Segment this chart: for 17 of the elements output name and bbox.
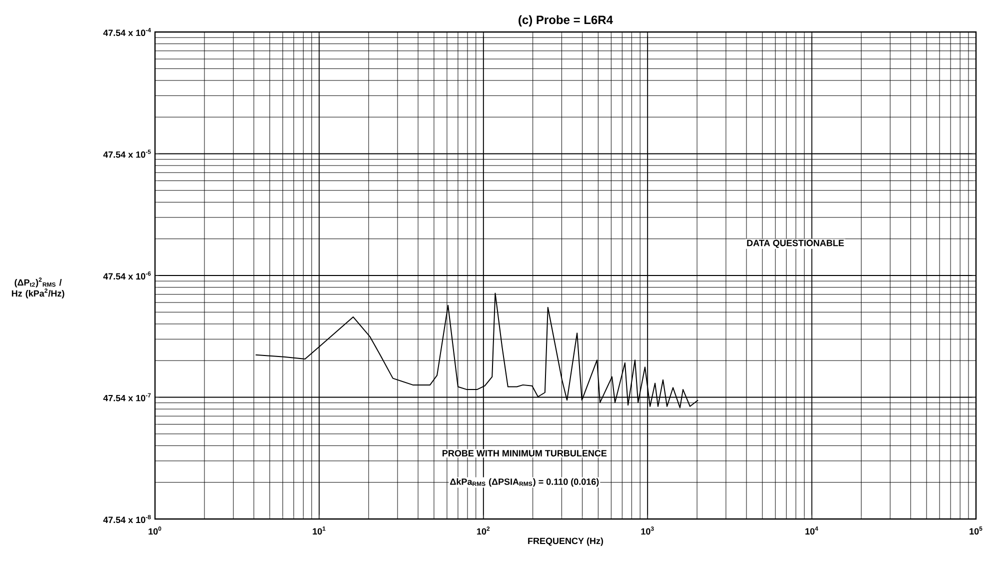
y-tick-label: 47.54 x 10$^{-4}$	[103, 28, 151, 36]
text: (ΔP$_{t2}$)$^{2}$$_{RMS}$ / Hz (kPa$^{2}$/Hz)	[12, 278, 64, 298]
x-tick-label: 10$^{1}$	[312, 526, 326, 535]
x-tick-label: 10$^{2}$	[477, 526, 490, 535]
x-axis-title: FREQUENCY (Hz)	[528, 537, 604, 546]
annotation: ΔkPa$_{RMS}$ (ΔPSIA$_{RMS}$) = 0.110 (0.016)	[450, 478, 599, 487]
chart-title: (c) Probe = L6R4	[518, 15, 613, 26]
annotation: DATA QUESTIONABLE	[747, 240, 844, 248]
x-tick-label: 10$^{4}$	[805, 526, 818, 535]
y-tick-label: 47.54 x 10$^{-5}$	[103, 150, 151, 158]
x-tick-label: 10$^{0}$	[148, 526, 162, 535]
y-tick-label: 47.54 x 10$^{-8}$	[103, 514, 151, 524]
y-tick-label: 47.54 x 10$^{-6}$	[103, 271, 151, 280]
x-tick-label: 10$^{5}$	[970, 526, 982, 535]
y-tick-label: 47.54 x 10$^{-7}$	[103, 393, 151, 402]
annotation: PROBE WITH MINIMUM TURBULENCE	[442, 450, 607, 456]
x-tick-label: 10$^{3}$	[641, 526, 654, 535]
